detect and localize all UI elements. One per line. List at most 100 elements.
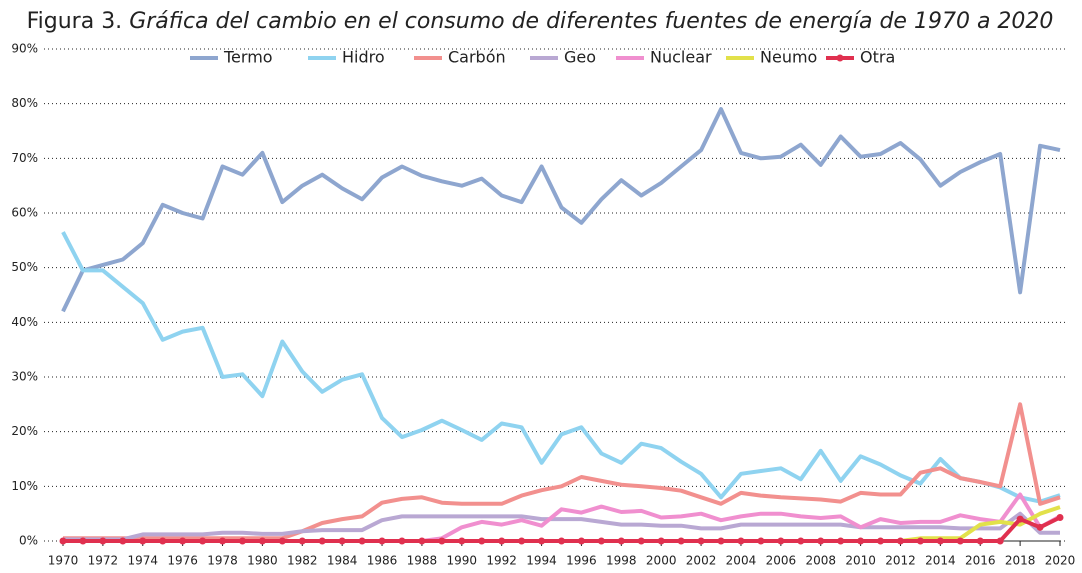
point <box>278 537 286 545</box>
point <box>518 537 526 545</box>
y-tick-label: 60% <box>11 206 38 220</box>
point <box>159 537 167 545</box>
point <box>1056 513 1064 521</box>
x-tick-label: 1986 <box>367 554 398 568</box>
x-tick-label: 2000 <box>646 554 677 568</box>
x-tick-label: 1982 <box>287 554 318 568</box>
point <box>597 537 605 545</box>
x-tick-label: 2008 <box>805 554 836 568</box>
point <box>398 537 406 545</box>
point <box>438 537 446 545</box>
x-tick-label: 2020 <box>1045 554 1076 568</box>
point <box>916 537 924 545</box>
series-line <box>61 231 1061 504</box>
chart-title: Gráfica del cambio en el consumo de dife… <box>129 9 1053 34</box>
legend-label: Nuclear <box>650 48 712 67</box>
figure-label: Figura 3. <box>27 9 123 34</box>
point <box>179 537 187 545</box>
legend-label: Carbón <box>448 48 506 67</box>
x-tick-label: 1980 <box>247 554 278 568</box>
x-tick-label: 1992 <box>486 554 517 568</box>
point <box>558 537 565 545</box>
point <box>458 537 466 545</box>
point <box>777 537 785 545</box>
x-tick-label: 1990 <box>447 554 478 568</box>
x-tick-label: 1998 <box>606 554 637 568</box>
legend-label: Hidro <box>342 48 385 67</box>
point <box>717 537 725 545</box>
legend-marker <box>836 54 844 62</box>
point <box>238 537 246 545</box>
y-tick-label: 80% <box>11 96 38 110</box>
point <box>657 537 665 545</box>
y-tick-label: 30% <box>11 370 38 384</box>
point <box>119 537 127 545</box>
point <box>817 537 825 545</box>
legend-label: Neumo <box>760 48 817 67</box>
x-tick-label: 1972 <box>88 554 119 568</box>
series-line <box>63 402 1061 541</box>
point <box>617 537 625 545</box>
x-tick-label: 2012 <box>885 554 916 568</box>
legend-label: Geo <box>564 48 596 67</box>
x-tick-label: 1976 <box>167 554 198 568</box>
point <box>956 537 964 545</box>
point <box>199 537 207 545</box>
point <box>338 537 346 545</box>
point <box>498 537 506 545</box>
point <box>677 537 685 545</box>
x-tick-label: 1970 <box>48 554 79 568</box>
y-tick-label: 10% <box>11 479 38 493</box>
point <box>936 537 944 545</box>
y-tick-label: 0% <box>19 534 38 548</box>
x-tick-label: 2010 <box>845 554 876 568</box>
point <box>139 537 147 545</box>
x-tick-label: 2014 <box>925 554 956 568</box>
x-tick-label: 1996 <box>566 554 597 568</box>
point <box>757 537 765 545</box>
point <box>976 537 984 545</box>
y-tick-label: 20% <box>11 424 38 438</box>
y-tick-label: 70% <box>11 151 38 165</box>
point <box>1016 515 1024 523</box>
point <box>996 537 1004 545</box>
legend-label: Termo <box>223 48 273 67</box>
y-tick-label: 40% <box>11 315 38 329</box>
legend-label: Otra <box>860 48 895 67</box>
point <box>697 537 705 545</box>
x-tick-label: 2018 <box>1005 554 1036 568</box>
point <box>99 537 107 545</box>
point <box>877 537 885 545</box>
point <box>258 537 266 545</box>
point <box>857 537 865 545</box>
point <box>298 537 306 545</box>
series-line <box>900 505 1061 543</box>
x-tick-label: 1974 <box>127 554 158 568</box>
x-tick-label: 2002 <box>686 554 717 568</box>
point <box>318 537 326 545</box>
point <box>418 537 426 545</box>
x-tick-label: 1988 <box>407 554 438 568</box>
x-tick-label: 1984 <box>327 554 358 568</box>
point <box>637 537 645 545</box>
point <box>219 537 227 545</box>
point <box>896 537 904 545</box>
y-tick-label: 90% <box>11 42 38 56</box>
series-line <box>61 107 1061 313</box>
point <box>378 537 386 545</box>
x-tick-label: 1994 <box>526 554 557 568</box>
point <box>577 537 585 545</box>
point <box>59 537 67 545</box>
x-tick-label: 2004 <box>726 554 757 568</box>
series-line <box>63 511 1060 542</box>
chart-title-group: Figura 3. Gráfica del cambio en el consu… <box>27 9 1054 34</box>
point <box>837 537 845 545</box>
y-tick-label: 50% <box>11 260 38 274</box>
point <box>1036 523 1044 531</box>
point <box>478 537 486 545</box>
point <box>538 537 546 545</box>
x-tick-label: 1978 <box>207 554 238 568</box>
x-tick-label: 2006 <box>766 554 797 568</box>
x-tick-label: 2016 <box>965 554 996 568</box>
